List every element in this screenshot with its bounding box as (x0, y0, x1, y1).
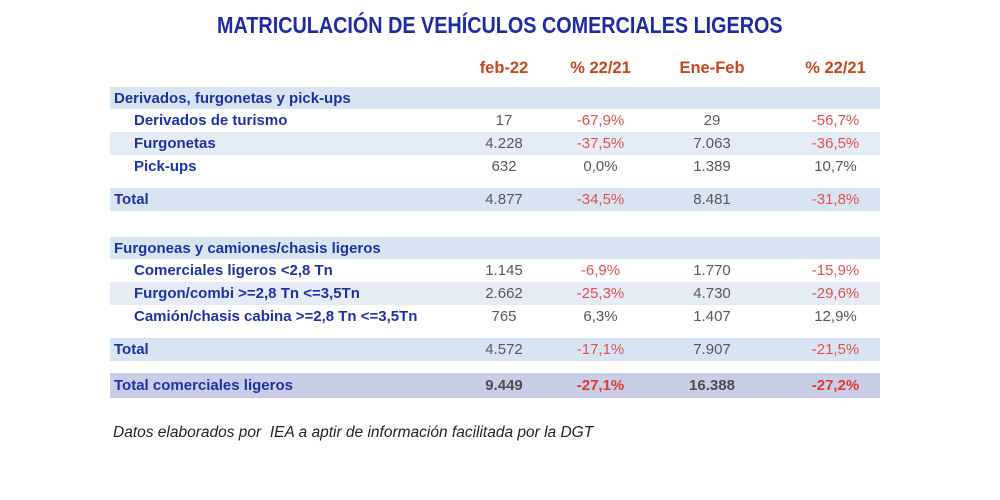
cell-pct-month: -6,9% (580, 262, 621, 279)
cell-pct-ytd: -31,8% (811, 191, 860, 208)
cell-pct-month: -67,9% (576, 112, 625, 129)
column-header-pct-ytd: % 22/21 (805, 59, 866, 77)
table-row-camion-chasis: Camión/chasis cabina >=2,8 Tn <=3,5Tn 76… (110, 305, 880, 328)
row-label: Pick-ups (134, 158, 197, 175)
cell-pct-month: -37,5% (576, 135, 625, 152)
row-label: Furgonetas (134, 135, 216, 152)
cell-enefeb: 16.388 (689, 377, 735, 394)
spacer (110, 361, 880, 373)
page-title-wrap: MATRICULACIÓN DE VEHÍCULOS COMERCIALES L… (0, 12, 1000, 39)
table-row-pickups: Pick-ups 632 0,0% 1.389 10,7% (110, 155, 880, 178)
cell-enefeb: 1.770 (693, 262, 731, 279)
footnote: Datos elaborados por IEA a aptir de info… (113, 424, 594, 441)
cell-enefeb: 4.730 (693, 285, 731, 302)
cell-pct-month: 0,0% (583, 158, 618, 175)
spacer (110, 178, 880, 188)
cell-feb22: 1.145 (485, 262, 523, 279)
section-header-label: Derivados, furgonetas y pick-ups (114, 89, 351, 107)
table-row-total-derivados: Total 4.877 -34,5% 8.481 -31,8% (110, 188, 880, 211)
spacer (110, 328, 880, 338)
table-row-furgonetas: Furgonetas 4.228 -37,5% 7.063 -36,5% (110, 132, 880, 155)
cell-pct-ytd: 10,7% (814, 158, 857, 175)
cell-enefeb: 1.389 (693, 158, 731, 175)
table-row-furgon-combi: Furgon/combi >=2,8 Tn <=3,5Tn 2.662 -25,… (110, 282, 880, 305)
cell-pct-ytd: -29,6% (811, 285, 860, 302)
cell-pct-ytd: -15,9% (811, 262, 860, 279)
row-label: Furgon/combi >=2,8 Tn <=3,5Tn (134, 285, 360, 302)
cell-pct-month: 6,3% (583, 308, 618, 325)
section-header-furgones: Furgoneas y camiones/chasis ligeros (110, 237, 880, 259)
cell-enefeb: 29 (703, 112, 721, 129)
table-row-grand-total: Total comerciales ligeros 9.449 -27,1% 1… (110, 373, 880, 398)
page-title: MATRICULACIÓN DE VEHÍCULOS COMERCIALES L… (217, 12, 783, 38)
cell-pct-month: -17,1% (576, 341, 625, 358)
cell-enefeb: 1.407 (693, 308, 731, 325)
column-header-enefeb: Ene-Feb (679, 59, 745, 77)
cell-enefeb: 7.907 (693, 341, 731, 358)
cell-feb22: 4.572 (485, 341, 523, 358)
column-header-pct-month: % 22/21 (570, 59, 631, 77)
cell-feb22: 765 (491, 308, 517, 325)
cell-feb22: 2.662 (485, 285, 523, 302)
table-row-total-furgones: Total 4.572 -17,1% 7.907 -21,5% (110, 338, 880, 361)
cell-feb22: 4.877 (485, 191, 523, 208)
grand-total-label: Total comerciales ligeros (114, 377, 293, 394)
cell-feb22: 632 (491, 158, 517, 175)
cell-pct-ytd: -36,5% (811, 135, 860, 152)
vehicle-registrations-table: feb-22 % 22/21 Ene-Feb % 22/21 Derivados… (110, 56, 880, 398)
cell-pct-ytd: 12,9% (814, 308, 857, 325)
cell-enefeb: 8.481 (693, 191, 731, 208)
column-header-feb22: feb-22 (479, 59, 529, 77)
total-label: Total (114, 191, 149, 208)
total-label: Total (114, 341, 149, 358)
table-row-derivados-turismo: Derivados de turismo 17 -67,9% 29 -56,7% (110, 109, 880, 132)
row-label: Comerciales ligeros <2,8 Tn (134, 262, 333, 279)
cell-feb22: 17 (495, 112, 513, 129)
table-row-comerciales-ligeros: Comerciales ligeros <2,8 Tn 1.145 -6,9% … (110, 259, 880, 282)
row-label: Derivados de turismo (134, 112, 288, 129)
cell-pct-month: -25,3% (576, 285, 625, 302)
cell-enefeb: 7.063 (693, 135, 731, 152)
section-header-derivados: Derivados, furgonetas y pick-ups (110, 87, 880, 109)
section-header-label: Furgoneas y camiones/chasis ligeros (114, 239, 381, 257)
cell-pct-ytd: -27,2% (811, 377, 860, 394)
cell-pct-ytd: -56,7% (811, 112, 860, 129)
cell-feb22: 9.449 (485, 377, 523, 394)
cell-pct-month: -27,1% (576, 377, 625, 394)
column-headers-row: feb-22 % 22/21 Ene-Feb % 22/21 (110, 56, 880, 81)
cell-feb22: 4.228 (485, 135, 523, 152)
cell-pct-month: -34,5% (576, 191, 625, 208)
row-label: Camión/chasis cabina >=2,8 Tn <=3,5Tn (134, 308, 418, 325)
spacer (110, 211, 880, 237)
cell-pct-ytd: -21,5% (811, 341, 860, 358)
